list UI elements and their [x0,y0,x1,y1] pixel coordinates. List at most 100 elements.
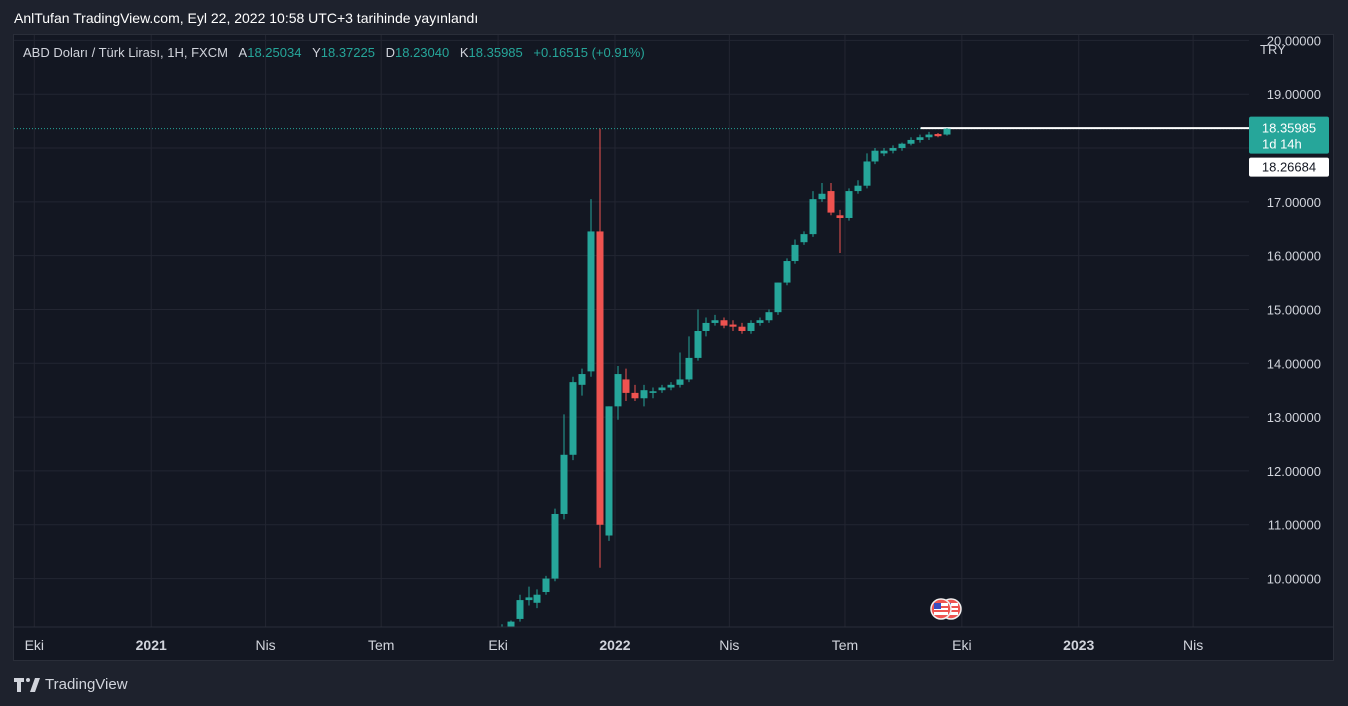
candle [809,191,817,237]
candle [756,317,764,326]
candle [863,153,871,189]
legend-symbol[interactable]: ABD Doları / Türk Lirası, 1H, FXCM [23,45,228,60]
y-tick-label: 14.00000 [1267,356,1321,371]
y-tick-label: 13.00000 [1267,410,1321,425]
candle-body [711,320,719,323]
candle [836,209,844,253]
currency-label[interactable]: TRY [1260,42,1286,57]
candle [747,320,755,334]
candle [702,317,710,337]
candle-body [676,379,684,385]
candle-body [845,191,853,218]
candle-body [818,193,826,200]
candle-body [774,282,782,313]
us-flag-event-icon [930,598,962,620]
candle [542,575,550,595]
candle [845,188,853,221]
candle [871,148,879,165]
y-tick-label: 16.00000 [1267,249,1321,264]
y-tick-label: 10.00000 [1267,572,1321,587]
candle [551,508,559,582]
candle-body [836,215,844,218]
candle-body [614,374,622,407]
candle [605,406,613,541]
x-tick-label: Tem [368,637,394,653]
legend-low-value: 18.23040 [395,45,450,60]
candle [685,336,693,383]
candle [774,282,782,315]
candle-body [783,261,791,283]
legend-close-value: 18.35985 [468,45,523,60]
chart-pane[interactable] [13,34,1334,661]
y-tick-label: 12.00000 [1267,464,1321,479]
candle [827,183,835,216]
flag-stripe [934,610,948,612]
y-tick-label: 19.00000 [1267,87,1321,102]
x-tick-label: Tem [832,637,858,653]
candle [614,365,622,420]
candle-body [542,578,550,593]
candle-body [738,326,746,331]
candle [533,589,541,609]
plot-area [14,35,1249,632]
candle [596,128,604,568]
candle [765,309,773,323]
legend-low-label: D [385,45,395,60]
candle [667,382,675,391]
candle-body [569,382,577,455]
legend-change-value: +0.16515 (+0.91%) [533,45,645,60]
last-price-tag-bg [1249,116,1329,154]
candle-body [658,387,666,391]
brand-name: TradingView [45,676,128,693]
line-price-tag: 18.26684 [1249,157,1329,177]
candle-body [587,231,595,372]
candle-body [729,324,737,327]
candle-body [702,322,710,331]
x-tick-label: Eki [952,637,971,653]
x-tick-label: Nis [1183,637,1203,653]
chart-legend: ABD Doları / Türk Lirası, 1H, FXCM A18.2… [23,45,645,60]
candle-body [889,148,897,151]
candle-body [934,134,942,137]
candle-body [622,379,630,393]
published-caption: AnlTufan TradingView.com, Eyl 22, 2022 1… [14,10,479,26]
candle [622,368,630,401]
candle-body [756,320,764,323]
candle [889,145,897,154]
candle [649,387,657,399]
candle-body [533,594,541,603]
y-tick-label: 15.00000 [1267,302,1321,317]
candle [631,384,639,401]
candle-body [551,513,559,579]
countdown-value: 1d 14h [1262,137,1302,152]
candle [711,314,719,326]
candle [898,142,906,151]
flag-canton [934,603,941,609]
candle-body [898,143,906,149]
candle-body [605,406,613,536]
x-tick-label: Eki [25,637,44,653]
candle [516,594,524,622]
candle-body [578,374,586,385]
candle [507,620,515,627]
candle [569,376,577,461]
x-tick-label: Eki [488,637,507,653]
legend-close-label: K [459,45,469,60]
candle-body [499,628,506,632]
candle-body [809,199,817,235]
candle-body [871,150,879,162]
candle [720,317,728,329]
x-tick-label: 2022 [599,637,630,653]
candle-body [525,597,533,601]
candle [907,137,915,146]
y-tick-label: 20.00000 [1267,33,1321,48]
candle [854,180,862,194]
candle [694,309,702,361]
y-tick-label: 11.00000 [1268,518,1321,533]
candle-body [685,357,693,380]
candle-body [694,331,702,358]
candle-body [667,384,675,388]
tradingview-brand[interactable]: TradingView [14,676,128,693]
candle-body [631,392,639,399]
